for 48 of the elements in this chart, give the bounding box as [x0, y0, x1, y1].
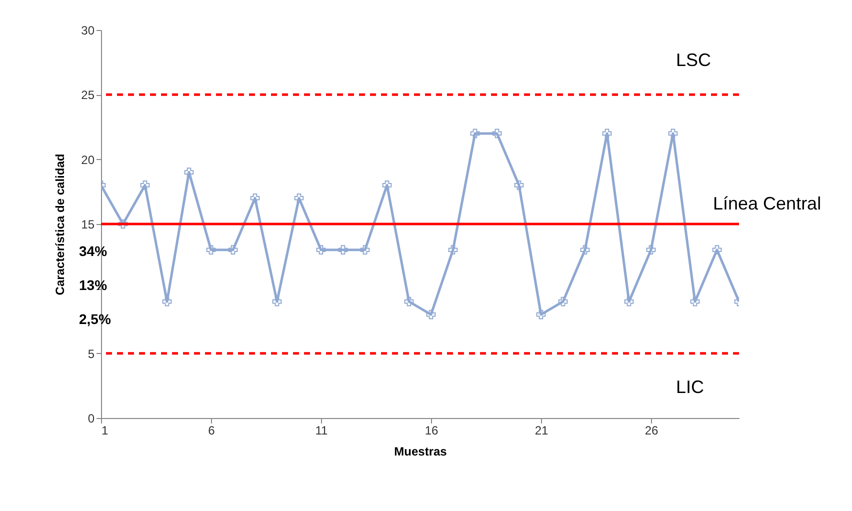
point [382, 180, 392, 190]
point [646, 245, 656, 255]
y-tick-label: 5 [88, 346, 95, 361]
ref-line-label: LIC [676, 377, 704, 398]
point [206, 245, 216, 255]
x-tick-label: 16 [424, 424, 438, 438]
point [272, 296, 282, 306]
point [162, 296, 172, 306]
point [492, 128, 502, 138]
point [250, 193, 260, 203]
point [558, 296, 568, 306]
point [668, 128, 678, 138]
point [426, 310, 436, 320]
point [690, 296, 700, 306]
point [712, 245, 722, 255]
y-axis-title: Característica de calidad [53, 154, 68, 296]
point [448, 245, 458, 255]
point [360, 245, 370, 255]
point [338, 245, 348, 255]
x-tick-label: 26 [644, 424, 658, 438]
x-tick-label: 21 [534, 424, 548, 438]
annotation: 13% [79, 277, 108, 293]
annotation: 34% [79, 243, 108, 259]
point [470, 128, 480, 138]
ref-line-label: LSC [676, 50, 712, 70]
point [228, 245, 238, 255]
ref-line-label: Línea Central [713, 194, 822, 214]
x-axis-title: Muestras [394, 444, 448, 458]
y-tick-label: 15 [81, 218, 95, 232]
y-tick-label: 30 [81, 24, 95, 38]
point [294, 193, 304, 203]
x-tick-label: 11 [315, 424, 328, 438]
point [118, 219, 128, 229]
annotation: 2,5% [79, 311, 112, 327]
y-tick-label: 20 [81, 152, 95, 167]
point [602, 128, 612, 138]
point [580, 245, 590, 255]
point [316, 245, 326, 255]
x-tick-label: 1 [102, 424, 108, 438]
y-tick-label: 25 [81, 88, 95, 102]
point [536, 310, 546, 320]
y-tick-label: 0 [88, 412, 95, 426]
point [624, 296, 634, 306]
x-tick-label: 6 [208, 424, 216, 438]
point [184, 168, 194, 177]
point [404, 296, 414, 306]
point [140, 180, 150, 190]
point [514, 180, 524, 190]
